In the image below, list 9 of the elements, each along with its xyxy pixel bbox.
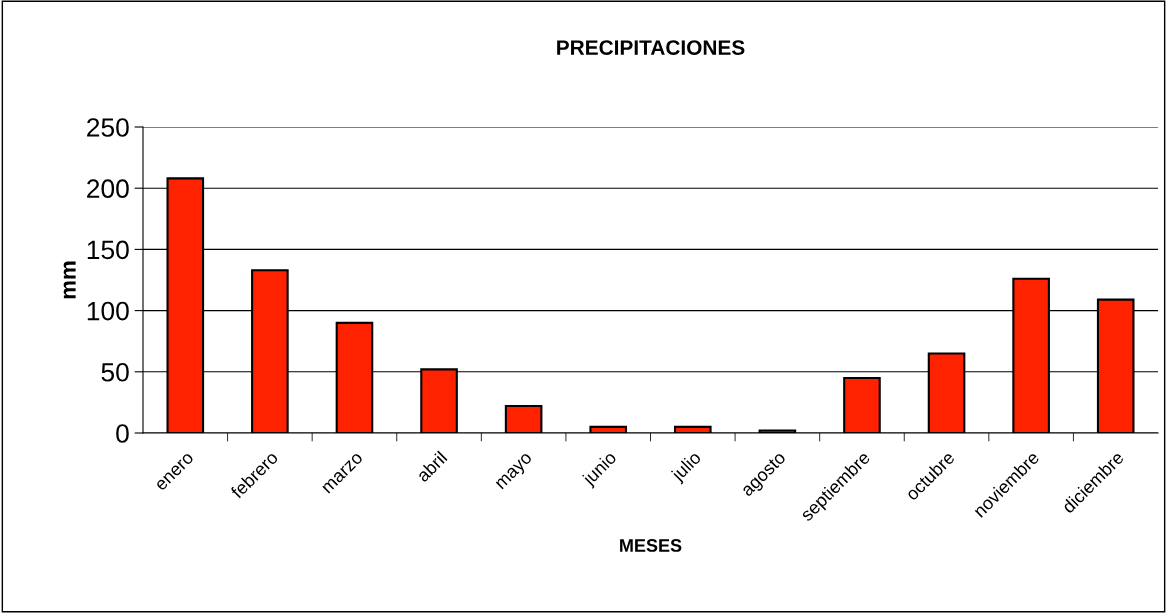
y-tick-label: 200 [87, 179, 129, 199]
y-axis-title: mm [63, 261, 76, 299]
y-tick-label: 150 [87, 240, 129, 260]
x-axis-title: MESES [620, 539, 682, 552]
y-tick-label: 50 [101, 362, 129, 382]
y-tick-label: 100 [87, 301, 129, 321]
y-tick-label: 0 [116, 424, 129, 443]
y-tick-label: 250 [87, 118, 129, 137]
chart-title: PRECIPITACIONES [557, 40, 745, 55]
